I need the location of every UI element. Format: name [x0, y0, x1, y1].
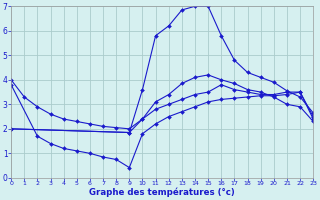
X-axis label: Graphe des températures (°c): Graphe des températures (°c) [89, 188, 235, 197]
